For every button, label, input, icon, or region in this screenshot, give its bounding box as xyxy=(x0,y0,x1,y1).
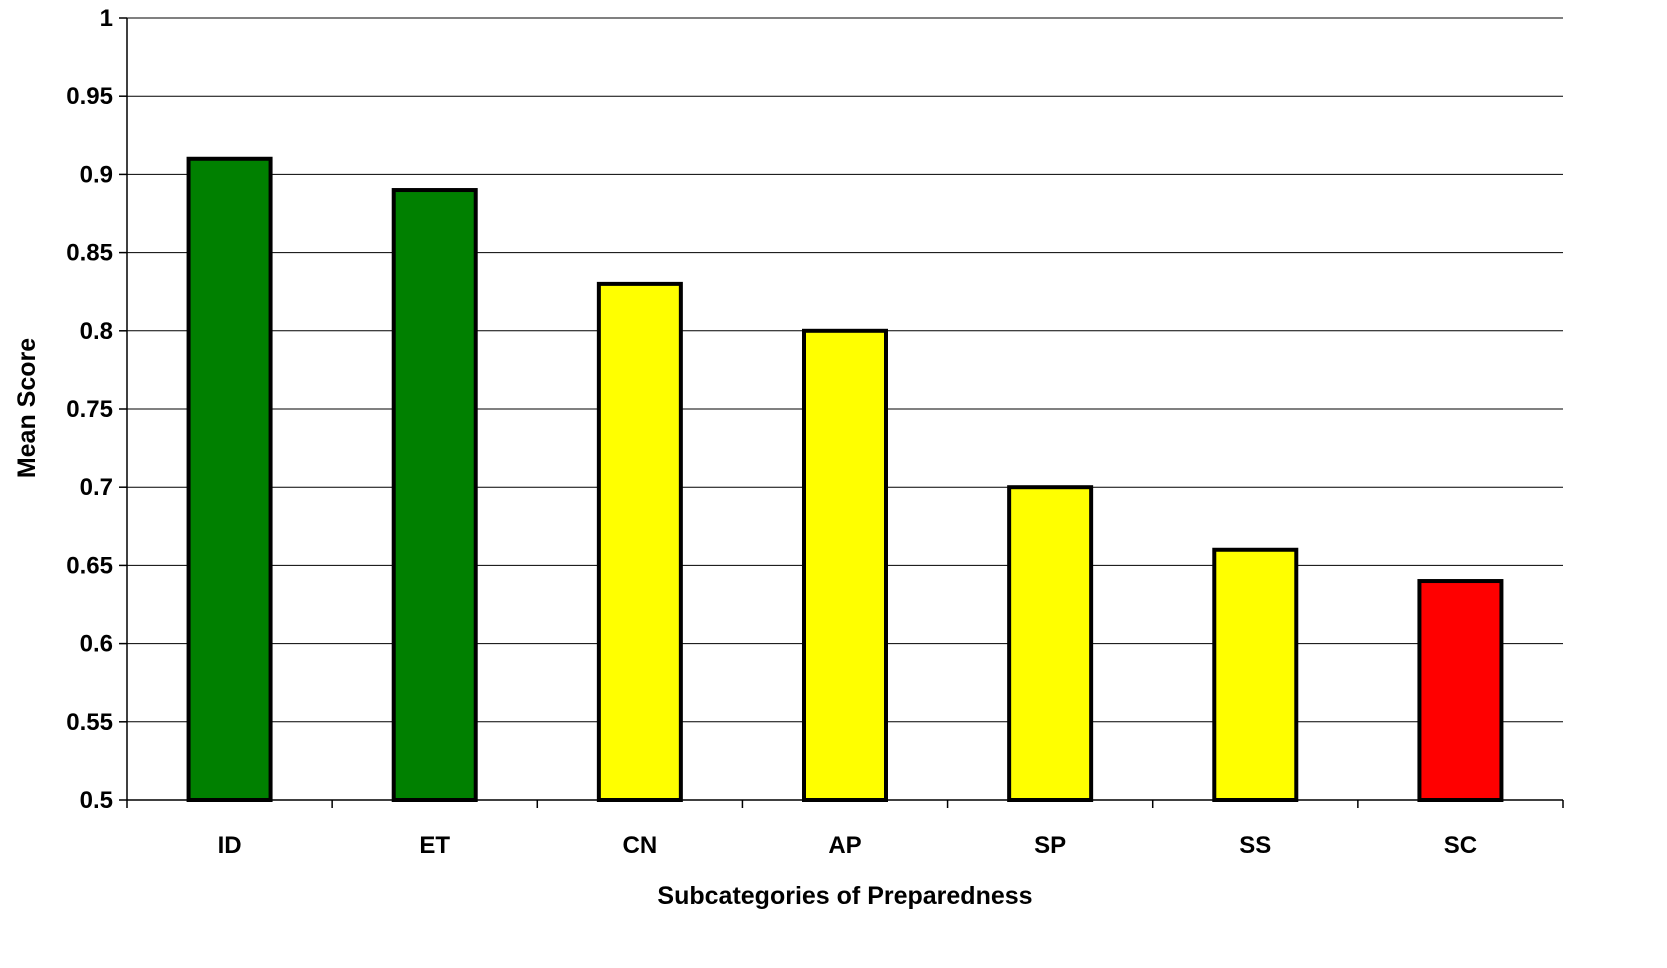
x-tick-label: SP xyxy=(1034,832,1066,859)
x-tick-label: SS xyxy=(1239,832,1271,859)
x-axis-title: Subcategories of Preparedness xyxy=(657,882,1032,910)
y-tick-label: 0.85 xyxy=(66,240,113,267)
y-tick-label: 0.55 xyxy=(66,709,113,736)
bar-id xyxy=(186,156,273,802)
y-tick-label: 1 xyxy=(100,5,113,32)
bars xyxy=(186,156,1504,803)
y-axis-title: Mean Score xyxy=(13,338,41,478)
y-tick-label: 0.8 xyxy=(80,318,113,345)
y-tick-label: 0.65 xyxy=(66,552,113,579)
y-tick-label: 0.7 xyxy=(80,474,113,501)
x-tick-label: AP xyxy=(828,832,861,859)
bar-ss xyxy=(1212,547,1299,803)
bar-sp xyxy=(1007,485,1094,802)
y-tick-label: 0.5 xyxy=(80,787,113,814)
y-tick-label: 0.6 xyxy=(80,631,113,658)
y-tick-labels: 0.5 0.55 0.6 0.65 0.7 0.75 0.8 0.85 0.9 0.95 1 xyxy=(66,5,113,814)
y-tick-label: 0.95 xyxy=(66,83,113,110)
bar-sc xyxy=(1417,579,1504,802)
x-tick-label: CN xyxy=(623,832,658,859)
x-tick-label: ET xyxy=(419,832,450,859)
bar-ap xyxy=(802,328,888,802)
axes xyxy=(119,17,1564,808)
x-tick-labels: ID ET CN AP SP SS SC xyxy=(218,832,1478,859)
bar-et xyxy=(391,188,478,803)
y-tick-label: 0.9 xyxy=(80,161,113,188)
y-tick-label: 0.75 xyxy=(66,396,113,423)
x-tick-label: SC xyxy=(1444,832,1477,859)
bar-cn xyxy=(596,281,683,802)
x-tick-label: ID xyxy=(218,832,242,859)
